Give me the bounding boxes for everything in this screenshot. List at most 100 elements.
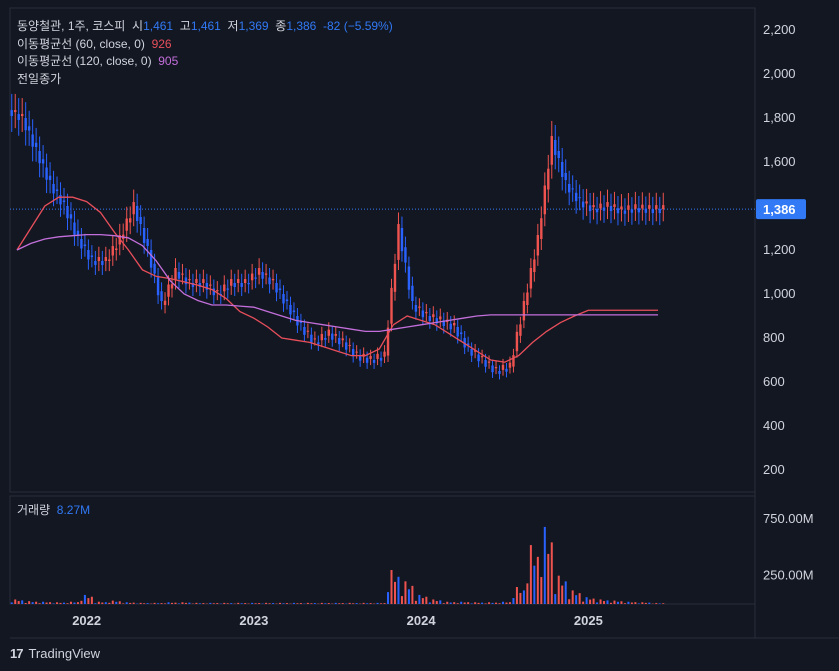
volume-bar: [387, 592, 390, 604]
candle-body: [62, 200, 66, 203]
high-value: 1,461: [190, 19, 221, 33]
volume-bar: [529, 545, 532, 604]
candle-body: [250, 273, 254, 281]
candle-body: [414, 305, 418, 312]
volume-bar: [481, 602, 484, 604]
volume-bar: [324, 603, 327, 604]
volume-bar: [648, 602, 651, 604]
price-tick-label: 2,200: [763, 22, 796, 37]
symbol-label: 동양철관, 1주, 코스피: [17, 19, 126, 33]
candle-body: [17, 114, 20, 120]
legend-ma60-row[interactable]: 이동평균선 (60, close, 0) 926: [17, 36, 172, 52]
candle-body: [149, 250, 153, 268]
candle-body: [400, 228, 404, 252]
volume-bar: [313, 603, 316, 604]
candle-body: [369, 356, 372, 359]
candle-body: [658, 209, 661, 214]
volume-bar: [42, 601, 45, 604]
candle-body: [442, 320, 445, 327]
volume-bar: [380, 603, 383, 604]
candle-body: [390, 287, 393, 324]
candle-body: [212, 288, 216, 296]
candle-body: [637, 208, 641, 213]
candle-body: [223, 284, 226, 292]
legend-ohlc-row: 동양철관, 1주, 코스피 시1,461 고1,461 저1,369 종1,38…: [17, 18, 393, 34]
volume-bar: [272, 603, 275, 604]
candle-body: [595, 209, 599, 213]
candle-body: [456, 327, 459, 337]
volume-bar: [167, 602, 170, 604]
volume-bar: [536, 556, 539, 604]
volume-bar: [52, 603, 55, 604]
candle-body: [630, 209, 634, 213]
ma60-label: 이동평균선 (60, close, 0): [17, 37, 145, 51]
volume-bar: [195, 602, 198, 604]
volume-bar: [226, 603, 229, 604]
candle-body: [292, 310, 296, 313]
price-tick-label: 800: [763, 330, 785, 345]
close-value: 1,386: [286, 19, 317, 33]
candle-body: [135, 206, 139, 221]
candle-body: [327, 329, 330, 336]
volume-bar: [268, 603, 271, 604]
candle-body: [439, 316, 442, 320]
volume-bar: [369, 603, 372, 604]
volume-bar: [592, 598, 595, 604]
candle-body: [24, 118, 27, 131]
volume-bar: [449, 602, 452, 604]
candle-body: [501, 364, 505, 370]
volume-bar: [547, 553, 550, 604]
candle-body: [167, 284, 170, 297]
candle-body: [623, 210, 627, 214]
low-value: 1,369: [238, 19, 269, 33]
volume-bar: [66, 603, 69, 604]
candle-body: [616, 208, 620, 214]
candle-body: [459, 332, 463, 335]
volume-bar: [125, 602, 128, 604]
time-tick-label: 2022: [72, 613, 101, 628]
volume-tick-label: 750.00M: [763, 511, 814, 526]
volume-bar: [460, 601, 463, 604]
candle-body: [334, 334, 337, 336]
volume-bar: [439, 600, 442, 604]
candle-body: [348, 345, 351, 347]
volume-bar: [251, 602, 254, 604]
candle-body: [282, 294, 285, 304]
volume-bar: [184, 602, 187, 604]
legend-ma120-row[interactable]: 이동평균선 (120, close, 0) 905: [17, 53, 178, 69]
candle-body: [45, 167, 48, 180]
volume-bar: [279, 602, 282, 604]
candle-body: [425, 312, 428, 314]
volume-bar: [397, 576, 400, 604]
candle-body: [494, 367, 498, 369]
legend-prev-close-row[interactable]: 전일종가: [17, 71, 61, 87]
volume-bar: [129, 602, 132, 604]
candle-body: [379, 357, 383, 361]
time-tick-label: 2025: [574, 613, 603, 628]
volume-bar: [111, 600, 114, 604]
candle-body: [432, 314, 435, 318]
volume-bar: [589, 599, 592, 604]
volume-bar: [609, 602, 612, 604]
volume-bar: [641, 602, 644, 604]
legend-volume-row[interactable]: 거래량 8.27M: [17, 502, 90, 518]
candle-body: [473, 350, 477, 352]
volume-bar: [355, 603, 358, 604]
tradingview-brand[interactable]: 17 TradingView: [10, 646, 100, 661]
candle-body: [571, 188, 574, 190]
candle-body: [278, 288, 282, 291]
volume-label: 거래량: [17, 503, 51, 517]
candle-body: [585, 201, 588, 204]
candle-body: [522, 301, 526, 321]
candle-body: [355, 351, 358, 353]
candle-body: [435, 318, 438, 324]
candle-body: [285, 299, 289, 302]
candle-body: [163, 300, 167, 305]
candle-body: [66, 206, 69, 219]
volume-bar: [376, 602, 379, 604]
candle-body: [139, 217, 142, 225]
volume-bar: [495, 602, 498, 604]
volume-bar: [456, 603, 459, 604]
candle-body: [554, 140, 557, 155]
